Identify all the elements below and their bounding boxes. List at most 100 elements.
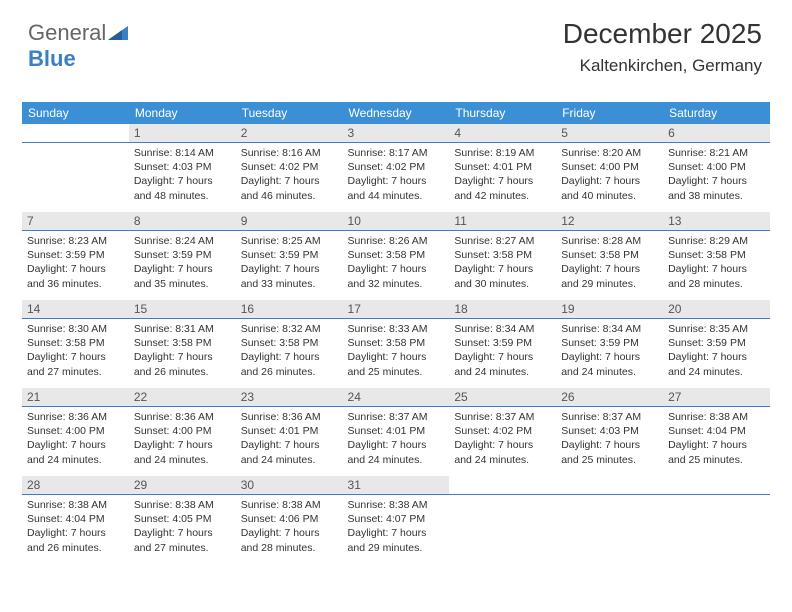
- month-title: December 2025: [563, 18, 762, 50]
- calendar-cell: 22Sunrise: 8:36 AMSunset: 4:00 PMDayligh…: [129, 388, 236, 476]
- calendar-cell: 20Sunrise: 8:35 AMSunset: 3:59 PMDayligh…: [663, 300, 770, 388]
- day-number: 14: [22, 300, 129, 319]
- calendar-cell: 21Sunrise: 8:36 AMSunset: 4:00 PMDayligh…: [22, 388, 129, 476]
- calendar-cell: 19Sunrise: 8:34 AMSunset: 3:59 PMDayligh…: [556, 300, 663, 388]
- day-number: 24: [343, 388, 450, 407]
- calendar-cell: 18Sunrise: 8:34 AMSunset: 3:59 PMDayligh…: [449, 300, 556, 388]
- day-info: Sunrise: 8:31 AMSunset: 3:58 PMDaylight:…: [129, 319, 236, 383]
- calendar-cell: 30Sunrise: 8:38 AMSunset: 4:06 PMDayligh…: [236, 476, 343, 564]
- calendar-cell: 2Sunrise: 8:16 AMSunset: 4:02 PMDaylight…: [236, 124, 343, 212]
- day-info: Sunrise: 8:38 AMSunset: 4:04 PMDaylight:…: [663, 407, 770, 471]
- empty-day: [449, 476, 556, 495]
- calendar-cell: 1Sunrise: 8:14 AMSunset: 4:03 PMDaylight…: [129, 124, 236, 212]
- day-number: 27: [663, 388, 770, 407]
- calendar-cell: 12Sunrise: 8:28 AMSunset: 3:58 PMDayligh…: [556, 212, 663, 300]
- empty-day: [663, 476, 770, 495]
- day-info: Sunrise: 8:32 AMSunset: 3:58 PMDaylight:…: [236, 319, 343, 383]
- day-info: Sunrise: 8:37 AMSunset: 4:01 PMDaylight:…: [343, 407, 450, 471]
- day-number: 18: [449, 300, 556, 319]
- day-number: 5: [556, 124, 663, 143]
- day-header: Friday: [556, 102, 663, 124]
- day-info: Sunrise: 8:25 AMSunset: 3:59 PMDaylight:…: [236, 231, 343, 295]
- day-number: 11: [449, 212, 556, 231]
- day-info: Sunrise: 8:33 AMSunset: 3:58 PMDaylight:…: [343, 319, 450, 383]
- day-header: Wednesday: [343, 102, 450, 124]
- day-number: 7: [22, 212, 129, 231]
- day-number: 1: [129, 124, 236, 143]
- calendar-cell: 31Sunrise: 8:38 AMSunset: 4:07 PMDayligh…: [343, 476, 450, 564]
- day-info: Sunrise: 8:17 AMSunset: 4:02 PMDaylight:…: [343, 143, 450, 207]
- calendar-cell: 7Sunrise: 8:23 AMSunset: 3:59 PMDaylight…: [22, 212, 129, 300]
- calendar-cell: 15Sunrise: 8:31 AMSunset: 3:58 PMDayligh…: [129, 300, 236, 388]
- day-number: 4: [449, 124, 556, 143]
- calendar-week-row: 28Sunrise: 8:38 AMSunset: 4:04 PMDayligh…: [22, 476, 770, 564]
- logo-text-2: Blue: [28, 46, 76, 71]
- calendar-cell: [22, 124, 129, 212]
- calendar-cell: 29Sunrise: 8:38 AMSunset: 4:05 PMDayligh…: [129, 476, 236, 564]
- day-number: 9: [236, 212, 343, 231]
- day-info: Sunrise: 8:16 AMSunset: 4:02 PMDaylight:…: [236, 143, 343, 207]
- day-info: Sunrise: 8:26 AMSunset: 3:58 PMDaylight:…: [343, 231, 450, 295]
- calendar-cell: 10Sunrise: 8:26 AMSunset: 3:58 PMDayligh…: [343, 212, 450, 300]
- calendar-cell: [663, 476, 770, 564]
- calendar-cell: [449, 476, 556, 564]
- day-number: 16: [236, 300, 343, 319]
- day-number: 15: [129, 300, 236, 319]
- calendar-cell: 16Sunrise: 8:32 AMSunset: 3:58 PMDayligh…: [236, 300, 343, 388]
- day-info: Sunrise: 8:29 AMSunset: 3:58 PMDaylight:…: [663, 231, 770, 295]
- day-info: Sunrise: 8:21 AMSunset: 4:00 PMDaylight:…: [663, 143, 770, 207]
- day-info: Sunrise: 8:36 AMSunset: 4:00 PMDaylight:…: [129, 407, 236, 471]
- day-header: Thursday: [449, 102, 556, 124]
- calendar-cell: 27Sunrise: 8:38 AMSunset: 4:04 PMDayligh…: [663, 388, 770, 476]
- calendar-cell: 14Sunrise: 8:30 AMSunset: 3:58 PMDayligh…: [22, 300, 129, 388]
- day-number: 3: [343, 124, 450, 143]
- calendar-cell: 11Sunrise: 8:27 AMSunset: 3:58 PMDayligh…: [449, 212, 556, 300]
- calendar-cell: 23Sunrise: 8:36 AMSunset: 4:01 PMDayligh…: [236, 388, 343, 476]
- day-header: Monday: [129, 102, 236, 124]
- day-info: Sunrise: 8:35 AMSunset: 3:59 PMDaylight:…: [663, 319, 770, 383]
- day-info: Sunrise: 8:20 AMSunset: 4:00 PMDaylight:…: [556, 143, 663, 207]
- day-info: Sunrise: 8:36 AMSunset: 4:00 PMDaylight:…: [22, 407, 129, 471]
- calendar-cell: 9Sunrise: 8:25 AMSunset: 3:59 PMDaylight…: [236, 212, 343, 300]
- day-number: 8: [129, 212, 236, 231]
- day-number: 23: [236, 388, 343, 407]
- day-header: Saturday: [663, 102, 770, 124]
- day-number: 25: [449, 388, 556, 407]
- location: Kaltenkirchen, Germany: [563, 56, 762, 76]
- calendar-cell: 28Sunrise: 8:38 AMSunset: 4:04 PMDayligh…: [22, 476, 129, 564]
- calendar-cell: 3Sunrise: 8:17 AMSunset: 4:02 PMDaylight…: [343, 124, 450, 212]
- day-info: Sunrise: 8:36 AMSunset: 4:01 PMDaylight:…: [236, 407, 343, 471]
- day-info: Sunrise: 8:19 AMSunset: 4:01 PMDaylight:…: [449, 143, 556, 207]
- day-info: Sunrise: 8:38 AMSunset: 4:06 PMDaylight:…: [236, 495, 343, 559]
- day-number: 19: [556, 300, 663, 319]
- day-number: 12: [556, 212, 663, 231]
- calendar-week-row: 14Sunrise: 8:30 AMSunset: 3:58 PMDayligh…: [22, 300, 770, 388]
- day-info: Sunrise: 8:37 AMSunset: 4:02 PMDaylight:…: [449, 407, 556, 471]
- day-number: 21: [22, 388, 129, 407]
- logo-text-1: General: [28, 20, 106, 45]
- empty-day: [22, 124, 129, 143]
- day-number: 2: [236, 124, 343, 143]
- calendar-cell: 5Sunrise: 8:20 AMSunset: 4:00 PMDaylight…: [556, 124, 663, 212]
- day-number: 31: [343, 476, 450, 495]
- day-number: 28: [22, 476, 129, 495]
- calendar: SundayMondayTuesdayWednesdayThursdayFrid…: [22, 102, 770, 564]
- day-number: 13: [663, 212, 770, 231]
- day-number: 17: [343, 300, 450, 319]
- calendar-cell: 26Sunrise: 8:37 AMSunset: 4:03 PMDayligh…: [556, 388, 663, 476]
- logo-triangle-icon: [108, 20, 128, 46]
- day-info: Sunrise: 8:38 AMSunset: 4:04 PMDaylight:…: [22, 495, 129, 559]
- day-info: Sunrise: 8:28 AMSunset: 3:58 PMDaylight:…: [556, 231, 663, 295]
- calendar-week-row: 7Sunrise: 8:23 AMSunset: 3:59 PMDaylight…: [22, 212, 770, 300]
- calendar-cell: 8Sunrise: 8:24 AMSunset: 3:59 PMDaylight…: [129, 212, 236, 300]
- calendar-cell: 17Sunrise: 8:33 AMSunset: 3:58 PMDayligh…: [343, 300, 450, 388]
- calendar-cell: 4Sunrise: 8:19 AMSunset: 4:01 PMDaylight…: [449, 124, 556, 212]
- calendar-cell: 24Sunrise: 8:37 AMSunset: 4:01 PMDayligh…: [343, 388, 450, 476]
- day-info: Sunrise: 8:24 AMSunset: 3:59 PMDaylight:…: [129, 231, 236, 295]
- header-right: December 2025 Kaltenkirchen, Germany: [563, 18, 762, 76]
- day-number: 29: [129, 476, 236, 495]
- day-number: 20: [663, 300, 770, 319]
- day-info: Sunrise: 8:38 AMSunset: 4:07 PMDaylight:…: [343, 495, 450, 559]
- day-info: Sunrise: 8:30 AMSunset: 3:58 PMDaylight:…: [22, 319, 129, 383]
- calendar-cell: 25Sunrise: 8:37 AMSunset: 4:02 PMDayligh…: [449, 388, 556, 476]
